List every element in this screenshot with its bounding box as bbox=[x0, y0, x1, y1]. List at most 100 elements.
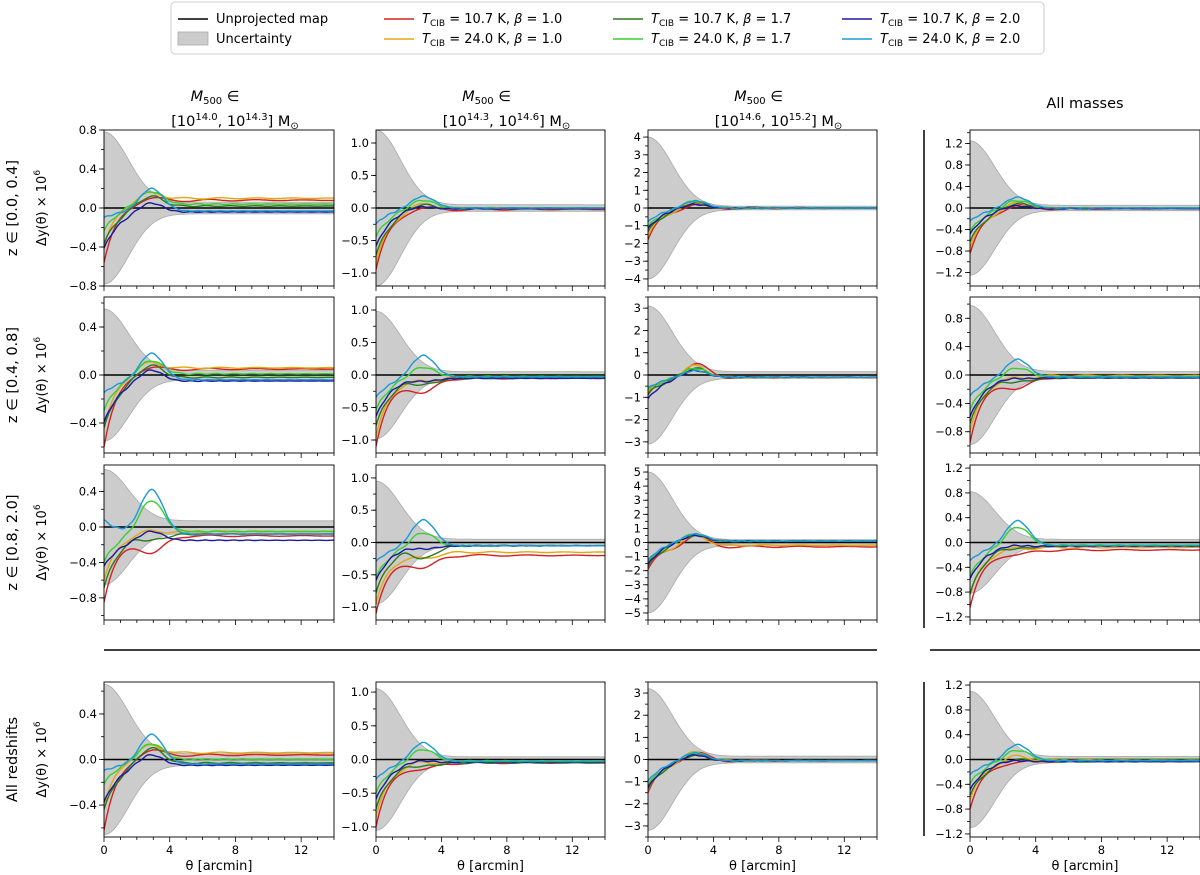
legend-label-0: TCIB = 10.7 K, β = 1.0 bbox=[422, 12, 562, 29]
y-tick-label: 0.4 bbox=[945, 340, 963, 354]
y-tick-label: 0.0 bbox=[351, 368, 369, 382]
panel-r0-c1: −1.0 −0.5 0.0 0.5 1.0 bbox=[341, 129, 606, 291]
y-tick-label: 3 bbox=[634, 301, 641, 315]
series-T24.0_b2.0 bbox=[970, 743, 1200, 776]
y-tick-label: −2 bbox=[624, 797, 641, 811]
panel-r0-c2: −4 −3 −2 −1 0 1 2 3 4 bbox=[624, 129, 878, 291]
panel-r3-c0: 0 4 8 12 θ [arcmin] −0.4 0.0 0.4 bbox=[69, 681, 335, 874]
y-tick-label: −1 bbox=[624, 775, 641, 789]
series-T10.7_b2.0 bbox=[104, 202, 334, 249]
column-title-1-line1: M500 ∈ bbox=[462, 89, 511, 107]
y-tick-label: −1 bbox=[624, 550, 641, 564]
series-T24.0_b2.0 bbox=[970, 519, 1200, 562]
y-tick-label: 1 bbox=[634, 521, 641, 535]
panel-r1-c1: −1.0 −0.5 0.0 0.5 1.0 bbox=[341, 296, 606, 458]
y-tick-label: 0.4 bbox=[79, 707, 97, 721]
series-T24.0_b2.0 bbox=[104, 187, 334, 219]
x-tick-label: 0 bbox=[372, 843, 379, 857]
y-tick-label: 0.0 bbox=[945, 368, 963, 382]
series-T24.0_b2.0 bbox=[970, 358, 1200, 397]
legend-label-2: TCIB = 10.7 K, β = 1.7 bbox=[651, 12, 791, 29]
series-T24.0_b2.0 bbox=[104, 352, 334, 394]
y-tick-label: −0.8 bbox=[935, 802, 963, 816]
y-tick-label: 1 bbox=[634, 346, 641, 360]
y-tick-label: −4 bbox=[624, 592, 641, 606]
y-tick-label: −0.4 bbox=[935, 777, 963, 791]
y-tick-label: 1.0 bbox=[351, 471, 369, 485]
y-tick-label: 2 bbox=[634, 166, 641, 180]
y-tick-label: −0.4 bbox=[69, 240, 97, 254]
series-T24.0_b2.0 bbox=[648, 533, 877, 561]
y-tick-label: −0.8 bbox=[935, 425, 963, 439]
y-tick-label: 2 bbox=[634, 507, 641, 521]
y-tick-label: −0.5 bbox=[341, 568, 369, 582]
panel-r3-c1: 0 4 8 12 θ [arcmin] −1.0 −0.5 0.0 0.5 1.0 bbox=[341, 681, 606, 874]
y-tick-label: −0.4 bbox=[935, 396, 963, 410]
y-tick-label: −0.8 bbox=[935, 585, 963, 599]
series-T10.7_b1.7 bbox=[376, 761, 605, 810]
legend-label-uncertainty: Uncertainty bbox=[216, 32, 292, 47]
y-tick-label: 3 bbox=[634, 148, 641, 162]
series-T24.0_b2.0 bbox=[376, 354, 605, 398]
y-tick-label: −1.2 bbox=[935, 610, 963, 624]
row-labels: z ∈ [0.0, 0.4] Δy(θ) × 106 z ∈ [0.4, 0.8] Δ… bbox=[5, 160, 50, 802]
y-tick-label: 1.0 bbox=[351, 136, 369, 150]
column-title-1-line2: [1014.3, 1014.6] M⊙ bbox=[443, 112, 570, 132]
x-tick-label: 4 bbox=[166, 843, 173, 857]
y-tick-label: 0.4 bbox=[945, 728, 963, 742]
y-tick-label: −0.5 bbox=[341, 234, 369, 248]
y-tick-label: −0.8 bbox=[69, 279, 97, 293]
x-axis-label: θ [arcmin] bbox=[457, 859, 524, 874]
y-tick-label: −1.2 bbox=[935, 827, 963, 841]
y-tick-label: 0.0 bbox=[79, 201, 97, 215]
y-tick-label: −2 bbox=[624, 236, 641, 250]
y-tick-label: 0.0 bbox=[79, 368, 97, 382]
y-tick-label: 3 bbox=[634, 686, 641, 700]
y-tick-label: −0.8 bbox=[69, 591, 97, 605]
y-tick-label: −0.4 bbox=[69, 416, 97, 430]
series-T10.7_b1.0 bbox=[648, 534, 877, 570]
row-label-0: z ∈ [0.0, 0.4] bbox=[5, 160, 21, 256]
y-tick-label: −0.5 bbox=[341, 786, 369, 800]
y-tick-label: −2 bbox=[624, 413, 641, 427]
panel-r2-c3: −1.2 −0.8 −0.4 0.0 0.4 0.8 1.2 bbox=[935, 461, 1200, 625]
x-tick-label: 8 bbox=[1098, 843, 1105, 857]
y-tick-label: −0.4 bbox=[935, 223, 963, 237]
y-tick-label: −0.8 bbox=[935, 244, 963, 258]
series-T24.0_b2.0 bbox=[970, 196, 1200, 222]
y-tick-label: −1.0 bbox=[341, 433, 369, 447]
row-label-3: All redshifts bbox=[5, 717, 21, 802]
y-tick-label: 0 bbox=[634, 536, 641, 550]
y-tick-label: 1.2 bbox=[945, 678, 963, 692]
x-tick-label: 0 bbox=[100, 843, 107, 857]
y-tick-label: 0.0 bbox=[351, 201, 369, 215]
row-label-1: z ∈ [0.4, 0.8] bbox=[5, 327, 21, 423]
series-T10.7_b1.0 bbox=[376, 761, 605, 828]
column-title-0-line2: [1014.0, 1014.3] M⊙ bbox=[171, 112, 298, 132]
series-T10.7_b1.7 bbox=[104, 195, 334, 245]
panel-r1-c0: −0.4 0.0 0.4 bbox=[69, 296, 335, 458]
column-title-2-line1: M500 ∈ bbox=[734, 89, 783, 107]
legend-label-3: TCIB = 24.0 K, β = 1.7 bbox=[651, 32, 791, 49]
x-tick-label: 8 bbox=[232, 843, 239, 857]
series-T10.7_b1.0 bbox=[104, 196, 334, 263]
y-tick-label: −3 bbox=[624, 578, 641, 592]
y-tick-label: 0.0 bbox=[79, 520, 97, 534]
y-tick-label: 0.8 bbox=[945, 703, 963, 717]
series-T10.7_b1.0 bbox=[376, 553, 605, 614]
y-tick-label: −0.4 bbox=[935, 560, 963, 574]
column-title-all-masses: All masses bbox=[1046, 96, 1123, 112]
y-tick-label: −3 bbox=[624, 819, 641, 833]
separators bbox=[104, 130, 1200, 836]
panel-grid: −0.8−0.40.00.40.8−1.0−0.50.00.51.0−4−3−2… bbox=[69, 123, 1200, 874]
panel-r0-c3: −1.2 −0.8 −0.4 0.0 0.4 0.8 1.2 bbox=[935, 129, 1200, 291]
y-tick-label: 5 bbox=[634, 465, 641, 479]
y-tick-label: −1.0 bbox=[341, 820, 369, 834]
y-tick-label: −1.2 bbox=[935, 266, 963, 280]
y-tick-label: 1.0 bbox=[351, 685, 369, 699]
y-tick-label: 0.5 bbox=[351, 719, 369, 733]
x-tick-label: 4 bbox=[710, 843, 717, 857]
y-tick-label: 0.8 bbox=[945, 486, 963, 500]
x-tick-label: 4 bbox=[438, 843, 445, 857]
